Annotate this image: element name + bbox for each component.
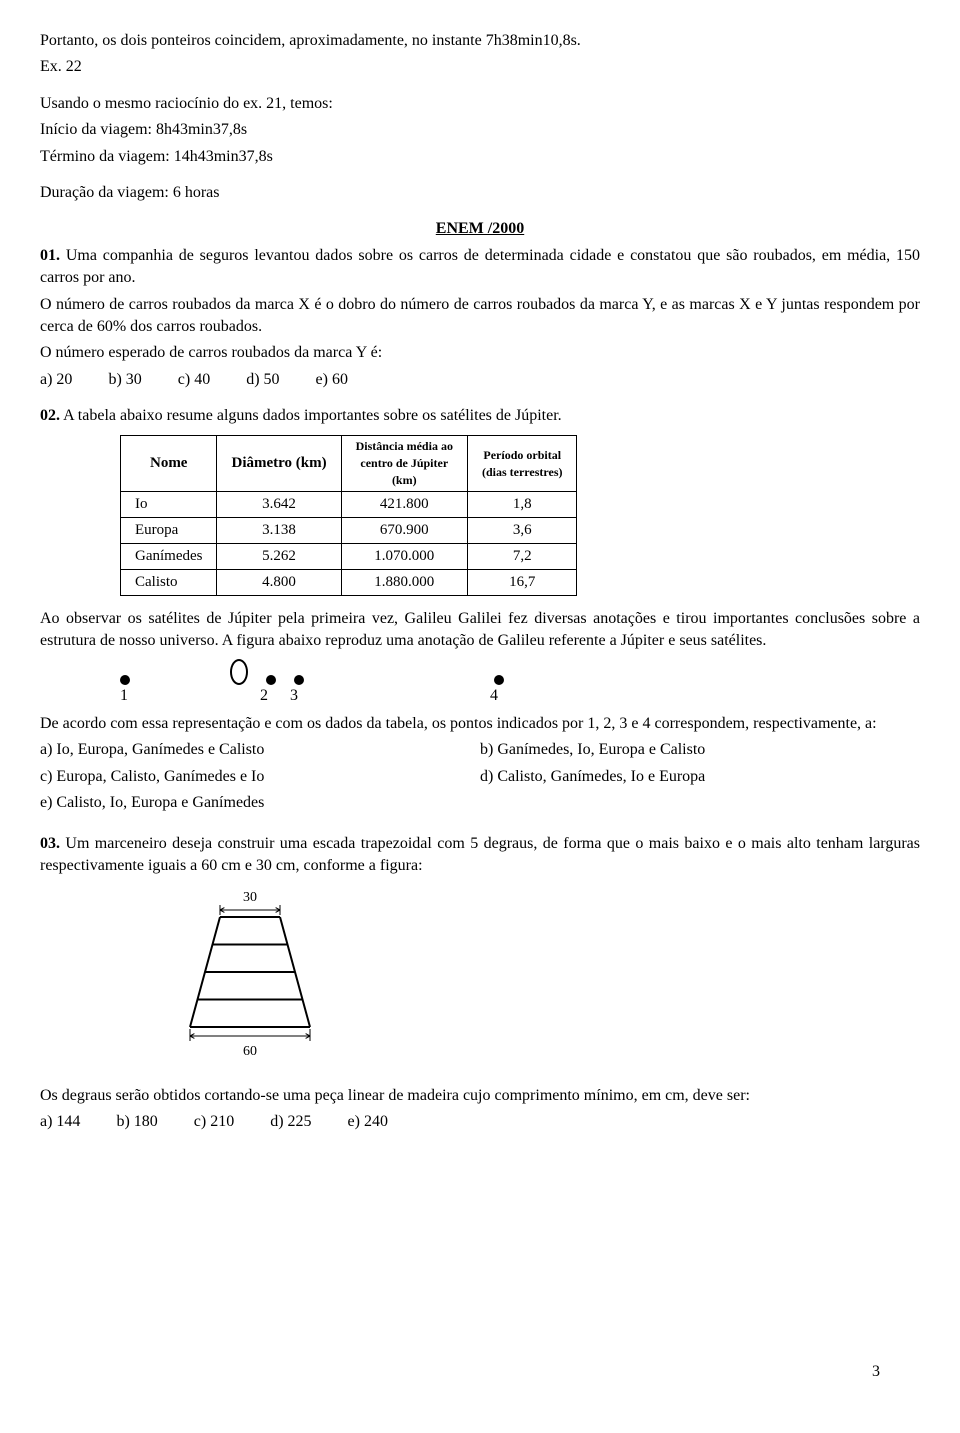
intro-line: Duração da viagem: 6 horas	[40, 182, 920, 204]
q02-opt-a: a) Io, Europa, Ganímedes e Calisto	[40, 739, 480, 761]
table-row: Europa 3.138 670.900 3,6	[121, 517, 577, 543]
diagram-label-4: 4	[490, 685, 498, 707]
section-title-text: ENEM /2000	[436, 220, 524, 237]
intro-block: Portanto, os dois ponteiros coincidem, a…	[40, 30, 920, 79]
q02-opt-e: e) Calisto, Io, Europa e Ganímedes	[40, 792, 480, 814]
dot-3-icon	[294, 675, 304, 685]
galileo-diagram: 1 2 3 4	[40, 659, 920, 707]
page-number: 3	[872, 1361, 880, 1383]
cell: 1,8	[467, 491, 577, 517]
question-01: 01. Uma companhia de seguros levantou da…	[40, 245, 920, 391]
q03-p2: Os degraus serão obtidos cortando-se uma…	[40, 1085, 920, 1107]
th-distancia-c: (km)	[392, 473, 417, 487]
q03-opt-d: d) 225	[270, 1111, 311, 1133]
q02-opt-d: d) Calisto, Ganímedes, Io e Europa	[480, 766, 920, 788]
q01-p1: Uma companhia de seguros levantou dados …	[40, 247, 920, 286]
q02-opt-b: b) Ganímedes, Io, Europa e Calisto	[480, 739, 920, 761]
q03-opt-c: c) 210	[194, 1111, 234, 1133]
q01-p2: O número de carros roubados da marca X é…	[40, 294, 920, 339]
q02-number: 02.	[40, 407, 60, 424]
q02-p2: Ao observar os satélites de Júpiter pela…	[40, 608, 920, 653]
th-distancia-b: centro de Júpiter	[360, 456, 448, 470]
q02-opt-c: c) Europa, Calisto, Ganímedes e Io	[40, 766, 480, 788]
q01-opt-c: c) 40	[178, 369, 210, 391]
cell: 3,6	[467, 517, 577, 543]
question-02: 02. A tabela abaixo resume alguns dados …	[40, 405, 920, 819]
cell: 3.642	[217, 491, 341, 517]
intro-block-2: Usando o mesmo raciocínio do ex. 21, tem…	[40, 93, 920, 168]
cell: Europa	[121, 517, 217, 543]
cell: 1.880.000	[341, 569, 467, 595]
cell: Io	[121, 491, 217, 517]
q03-number: 03.	[40, 835, 60, 852]
q03-opt-b: b) 180	[116, 1111, 157, 1133]
svg-text:60: 60	[243, 1044, 257, 1059]
q03-opt-a: a) 144	[40, 1111, 80, 1133]
jupiter-oval-icon	[230, 659, 248, 685]
table-row: Calisto 4.800 1.880.000 16,7	[121, 569, 577, 595]
q01-opt-e: e) 60	[316, 369, 348, 391]
q02-text: 02. A tabela abaixo resume alguns dados …	[40, 405, 920, 427]
question-03: 03. Um marceneiro deseja construir uma e…	[40, 833, 920, 1134]
cell: 421.800	[341, 491, 467, 517]
cell: 5.262	[217, 543, 341, 569]
intro-line: Término da viagem: 14h43min37,8s	[40, 146, 920, 168]
dot-2-icon	[266, 675, 276, 685]
q03-p1: Um marceneiro deseja construir uma escad…	[40, 835, 920, 874]
th-diametro: Diâmetro (km)	[217, 436, 341, 491]
th-periodo-a: Período orbital	[483, 448, 561, 462]
table-header-row: Nome Diâmetro (km) Distância média ao ce…	[121, 436, 577, 491]
q02-options: a) Io, Europa, Ganímedes e Calisto c) Eu…	[40, 739, 920, 818]
table-row: Io 3.642 421.800 1,8	[121, 491, 577, 517]
diagram-label-1: 1	[120, 685, 128, 707]
th-periodo-b: (dias terrestres)	[482, 465, 563, 479]
q01-opt-d: d) 50	[246, 369, 279, 391]
intro-block-3: Duração da viagem: 6 horas	[40, 182, 920, 204]
q01-p3: O número esperado de carros roubados da …	[40, 342, 920, 364]
th-periodo: Período orbital (dias terrestres)	[467, 436, 577, 491]
cell: 3.138	[217, 517, 341, 543]
q03-options: a) 144 b) 180 c) 210 d) 225 e) 240	[40, 1111, 920, 1133]
diagram-label-3: 3	[290, 685, 298, 707]
q01-number: 01.	[40, 247, 60, 264]
table-row: Ganímedes 5.262 1.070.000 7,2	[121, 543, 577, 569]
cell: Calisto	[121, 569, 217, 595]
section-title: ENEM /2000	[40, 218, 920, 240]
cell: 16,7	[467, 569, 577, 595]
th-distancia-a: Distância média ao	[356, 439, 453, 453]
intro-line: Ex. 22	[40, 56, 920, 78]
intro-line: Início da viagem: 8h43min37,8s	[40, 119, 920, 141]
intro-line: Usando o mesmo raciocínio do ex. 21, tem…	[40, 93, 920, 115]
svg-text:30: 30	[243, 890, 257, 905]
cell: 670.900	[341, 517, 467, 543]
ladder-diagram: 30 60	[160, 887, 920, 1074]
q02-p3: De acordo com essa representação e com o…	[40, 713, 920, 735]
ladder-svg-icon: 30 60	[160, 887, 340, 1067]
q03-opt-e: e) 240	[348, 1111, 388, 1133]
q01-options: a) 20 b) 30 c) 40 d) 50 e) 60	[40, 369, 920, 391]
q01-opt-b: b) 30	[108, 369, 141, 391]
q01-opt-a: a) 20	[40, 369, 72, 391]
diagram-label-2: 2	[260, 685, 268, 707]
dot-1-icon	[120, 675, 130, 685]
th-nome: Nome	[121, 436, 217, 491]
cell: 1.070.000	[341, 543, 467, 569]
q03-text: 03. Um marceneiro deseja construir uma e…	[40, 833, 920, 878]
dot-4-icon	[494, 675, 504, 685]
jupiter-table: Nome Diâmetro (km) Distância média ao ce…	[120, 435, 577, 595]
intro-line: Portanto, os dois ponteiros coincidem, a…	[40, 30, 920, 52]
th-distancia: Distância média ao centro de Júpiter (km…	[341, 436, 467, 491]
cell: 4.800	[217, 569, 341, 595]
cell: Ganímedes	[121, 543, 217, 569]
q01-text: 01. Uma companhia de seguros levantou da…	[40, 245, 920, 290]
q02-p1: A tabela abaixo resume alguns dados impo…	[60, 407, 562, 424]
cell: 7,2	[467, 543, 577, 569]
